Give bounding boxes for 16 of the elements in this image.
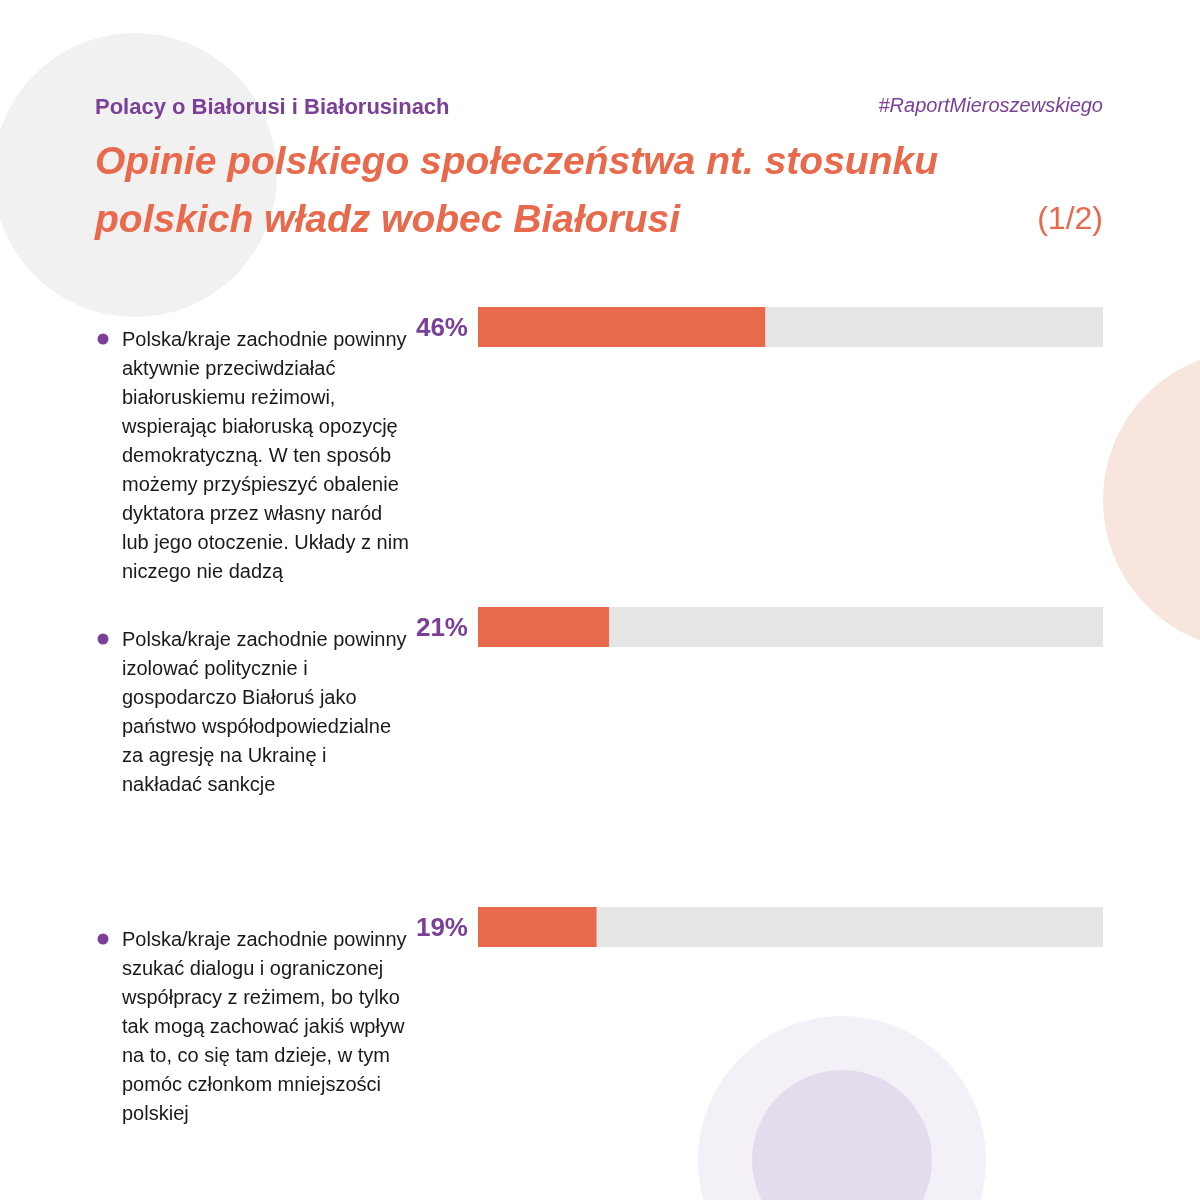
y-tick-label: Polska/kraje zachodnie powinny izolować politycznie i gospodarczo Białoruś jako państwo współodpowiedzialne za agresję na Ukrainę i nakładać sankcje — [122, 628, 407, 795]
bar — [596, 907, 1103, 947]
data-label: 21% — [415, 612, 468, 642]
bar — [765, 307, 1103, 347]
y-tick-label: Polska/kraje zachodnie powinny szukać dialogu i ograniczonej współpracy z reżimem, bo tylko tak mogą zachować jakiś wpływ na to, co się tam dzieje, w tym pomóc członkom mniejszości polskiej — [121, 928, 407, 1124]
text: Polacy o Białorusi i Białorusinach — [95, 94, 450, 120]
data-label: 46% — [415, 312, 468, 342]
category-label: Polska/kraje zachodnie powinny aktywnie przeciwdziałać białoruskiemu reżimowi, wspierając białoruską opozycję demokratyczną. W ten sposób możemy przyśpieszyć obalenie dyktatora przez własny naród lub jego otoczenie. Układy z nim niczego nie dadzą — [122, 328, 409, 582]
text: (1/2) — [1037, 200, 1103, 237]
chart-title: Opinie polskiego społeczeństwa nt. stosunku polskich władz wobec Białorusi — [95, 138, 939, 242]
text: #RaportMieroszewskiego — [878, 94, 1103, 117]
bar — [609, 607, 1103, 647]
bar — [478, 307, 766, 347]
bar — [478, 607, 610, 647]
data-label: 19% — [415, 912, 468, 942]
bar — [478, 907, 597, 947]
